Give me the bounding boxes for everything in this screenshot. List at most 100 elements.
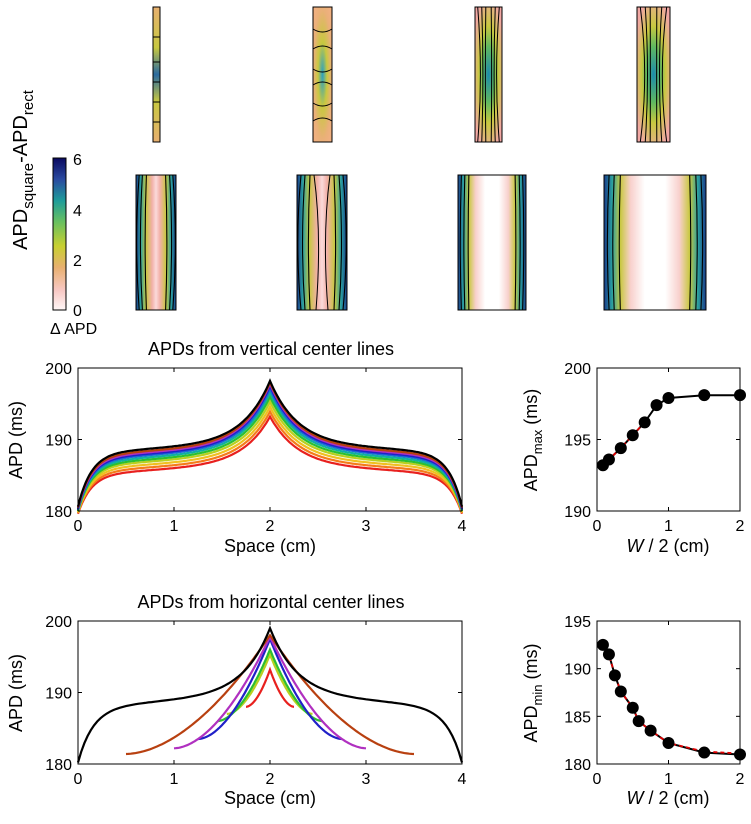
heatmap-panel-fill [603,174,707,311]
chart-apd-max-ticks: 0 1 2 200 195 190 [564,361,744,535]
data-point [650,399,663,412]
heatmap-panel-fill [152,6,161,143]
x-tick-label: 0 [593,518,602,535]
contour-line [169,174,173,311]
x-tick-label: 4 [458,518,467,535]
heatmap-panel [312,6,333,143]
chart-horizontal-series [76,625,464,763]
y-tick-label: 190 [45,686,72,703]
y-tick-label: 190 [564,504,591,521]
x-tick-label: 2 [736,771,745,788]
contour-line [518,174,521,311]
chart-horizontal-title: APDs from horizontal center lines [137,592,404,612]
contour-line [307,174,311,311]
series-line [76,414,464,515]
chart-vertical: APDs from vertical center lines 0 1 2 3 4 200… [6,339,467,556]
series-line [76,389,464,511]
heatmap-panel [296,174,348,311]
contour-line [467,174,470,311]
series-line [76,385,464,510]
x-tick-label: 4 [458,771,467,788]
contour-line [477,6,481,143]
series-line [76,378,464,507]
x-tick-label: 0 [74,518,83,535]
data-point [644,724,657,737]
heatmap-panel-fill [135,174,177,311]
y-tick-label: 200 [45,614,72,631]
colorbar-tick-4: 4 [73,203,82,220]
data-point [608,669,621,682]
data-point [626,701,639,714]
chart-apd-min-ylabel-main: APD [521,705,541,742]
series-line [76,394,464,512]
chart-apd-max-xlabel-w: W [627,536,646,556]
chart-vertical-series [76,378,464,515]
contour-line [165,174,168,311]
colorbar [52,157,67,311]
data-point [602,648,615,661]
chart-apd-min-ylabel-unit: (ms) [521,644,541,685]
contour-line [312,28,333,33]
contour-line [639,6,646,143]
chart-horizontal-ylabel: APD (ms) [6,654,26,732]
contour-line [644,6,649,143]
heatmap-ylabel: APDsquare-APDrect [10,89,37,250]
colorbar-tick-0: 0 [73,303,82,320]
chart-vertical-ticks: 0 1 2 3 4 200 190 180 [45,361,466,535]
contour-line [493,6,496,143]
fit-line [602,644,741,755]
contour-line [689,174,692,311]
chart-apd-min-xlabel: W / 2 (cm) [627,788,710,808]
contour-line [612,174,615,311]
contour-line [658,6,663,143]
series-line [217,646,323,723]
contour-line [333,174,337,311]
chart-apd-max-axes [596,367,741,512]
contour-line [496,6,500,143]
series-line [246,666,294,708]
heatmap-panel [603,174,707,311]
chart-vertical-title: APDs from vertical center lines [148,339,394,359]
colorbar-tick-6: 6 [73,152,82,169]
heatmap-panel-fill [636,6,671,143]
series-line [76,625,464,763]
data-point [632,715,645,728]
contour-line [301,174,306,311]
heatmap-panel-fill [312,6,333,143]
data-point [626,429,639,442]
x-tick-label: 1 [170,518,179,535]
data-point [698,389,711,402]
x-tick-label: 2 [736,518,745,535]
y-tick-label: 185 [564,709,591,726]
x-tick-label: 3 [362,771,371,788]
y-tick-label: 180 [45,757,72,774]
contour-line [342,174,347,311]
data-point [596,638,609,651]
x-tick-label: 2 [266,771,275,788]
chart-apd-min-xlabel-rest: / 2 (cm) [644,788,710,808]
contour-line [522,174,525,311]
heatmap-panel [135,174,177,311]
series-line [76,399,464,513]
heatmap-panel [152,6,161,143]
chart-apd-min-xlabel-w: W [627,788,646,808]
chart-apd-min-ylabel-sub: min [530,685,545,706]
chart-apd-max-ylabel: APDmax (ms) [521,389,545,492]
x-tick-label: 1 [664,771,673,788]
heatmap-panel-fill [457,174,527,311]
data-point [614,685,627,698]
data-point [734,748,746,761]
chart-horizontal-ticks: 0 1 2 3 4 200 190 180 [45,614,466,788]
contour-line [606,174,610,311]
contour-line [618,174,621,311]
chart-vertical-xlabel: Space (cm) [224,536,316,556]
contour-line [661,6,668,143]
chart-apd-max-points [596,389,746,472]
x-tick-label: 3 [362,518,371,535]
chart-apd-max-ylabel-sub: max [530,429,545,454]
x-tick-label: 1 [170,771,179,788]
chart-apd-max-xlabel-rest: / 2 (cm) [644,536,710,556]
chart-apd-min-ticks: 0 1 2 195 190 185 180 [564,614,744,788]
chart-apd-min-points [596,638,746,761]
